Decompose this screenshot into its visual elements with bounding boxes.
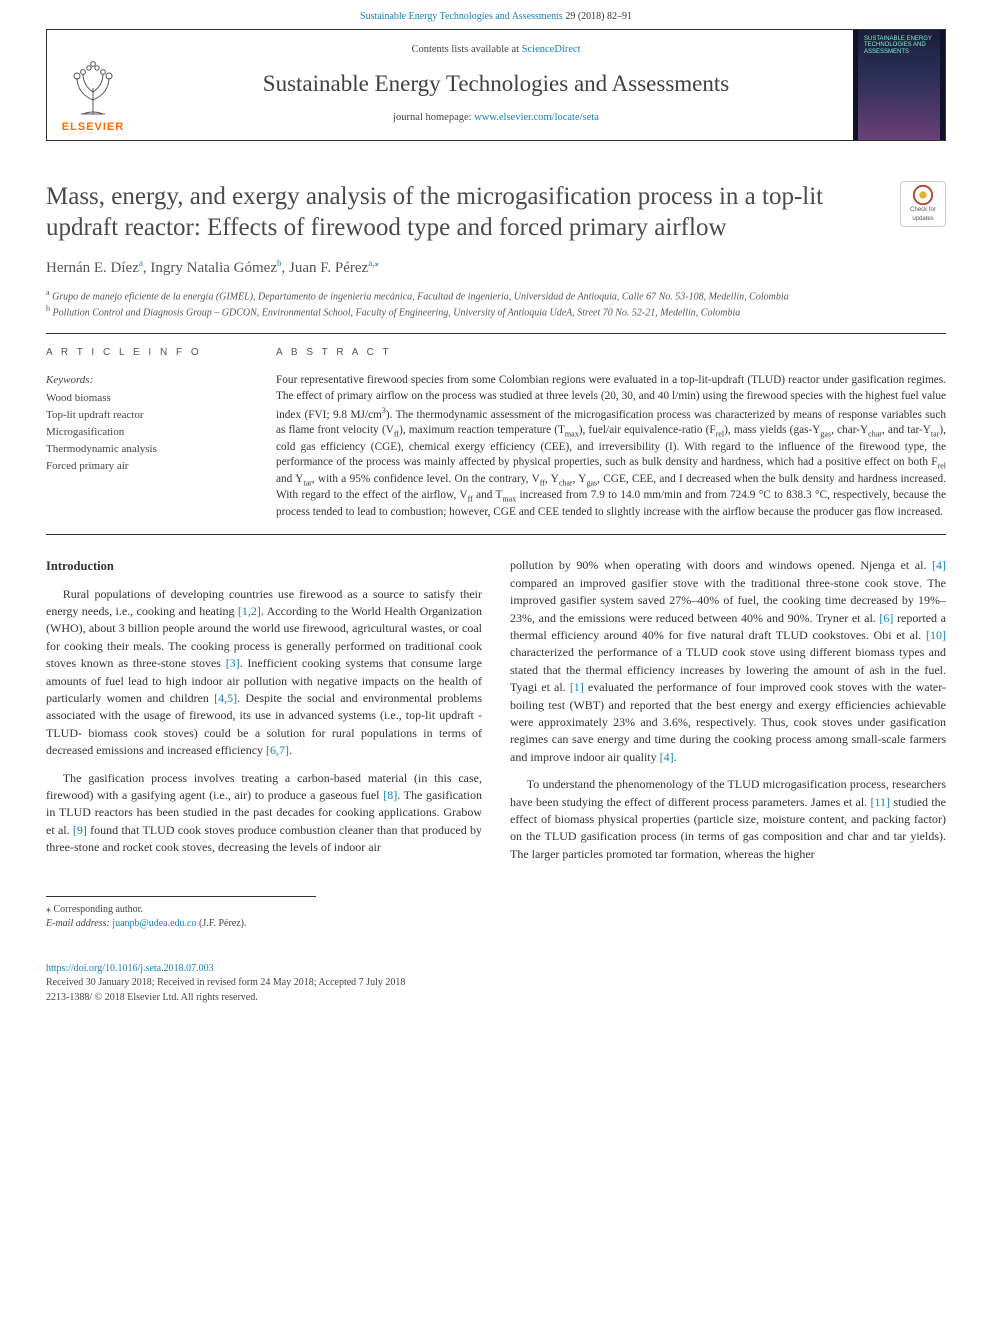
keyword-item: Microgasification (46, 425, 246, 441)
email-label: E-mail address: (46, 918, 112, 929)
citation[interactable]: [10] (926, 628, 946, 642)
keyword-item: Wood biomass (46, 391, 246, 407)
corresponding-email-link[interactable]: juanpb@udea.edu.co (112, 918, 196, 929)
introduction-head: Introduction (46, 557, 482, 575)
contents-prefix: Contents lists available at (411, 44, 521, 55)
body-para-1: Rural populations of developing countrie… (46, 586, 482, 760)
rule-bottom (46, 534, 946, 535)
contents-line: Contents lists available at ScienceDirec… (147, 42, 845, 57)
keywords-label: Keywords: (46, 373, 246, 389)
homepage-prefix: journal homepage: (393, 112, 474, 123)
email-attribution: (J.F. Pérez). (196, 918, 246, 929)
homepage-line: journal homepage: www.elsevier.com/locat… (147, 110, 845, 125)
crossmark-line2: updates (912, 215, 933, 224)
sciencedirect-link[interactable]: ScienceDirect (522, 44, 581, 55)
footer: https://doi.org/10.1016/j.seta.2018.07.0… (0, 962, 992, 1030)
running-head-journal[interactable]: Sustainable Energy Technologies and Asse… (360, 11, 563, 22)
abstract: A B S T R A C T Four representative fire… (276, 346, 946, 520)
masthead: ELSEVIER Contents lists available at Sci… (46, 29, 946, 141)
citation[interactable]: [11] (871, 795, 891, 809)
publisher-name: ELSEVIER (62, 120, 124, 136)
masthead-center: Contents lists available at ScienceDirec… (139, 30, 853, 140)
rule-top (46, 333, 946, 334)
citation[interactable]: [1] (570, 680, 584, 694)
journal-homepage-link[interactable]: www.elsevier.com/locate/seta (474, 112, 599, 123)
history-line: Received 30 January 2018; Received in re… (46, 976, 946, 991)
abstract-head: A B S T R A C T (276, 346, 946, 361)
affiliations: a Grupo de manejo eficiente de la energí… (46, 288, 946, 320)
keyword-item: Top-lit updraft reactor (46, 408, 246, 424)
crossmark-badge[interactable]: Check for updates (900, 181, 946, 227)
citation[interactable]: [9] (73, 823, 87, 837)
citation[interactable]: [4,5] (214, 691, 237, 705)
crossmark-icon (912, 184, 934, 206)
article-info-head: A R T I C L E I N F O (46, 346, 246, 361)
publisher-logo-block: ELSEVIER (47, 30, 139, 140)
citation[interactable]: [4] (932, 558, 946, 572)
citation[interactable]: [6] (879, 611, 893, 625)
body-para-2: The gasification process involves treati… (46, 770, 482, 857)
elsevier-tree-icon (61, 54, 125, 118)
doi-link[interactable]: https://doi.org/10.1016/j.seta.2018.07.0… (46, 963, 214, 974)
body-text: Introduction Rural populations of develo… (46, 557, 946, 869)
crossmark-line1: Check for (910, 206, 936, 215)
citation[interactable]: [1,2] (238, 604, 261, 618)
footnotes: ⁎ Corresponding author. E-mail address: … (46, 896, 316, 932)
journal-cover-thumb: SUSTAINABLE ENERGY TECHNOLOGIES AND ASSE… (853, 30, 945, 140)
corresponding-author: ⁎ Corresponding author. (46, 903, 316, 918)
article-info: A R T I C L E I N F O Keywords: Wood bio… (46, 346, 246, 520)
body-para-4: To understand the phenomenology of the T… (510, 776, 946, 863)
citation[interactable]: [4] (660, 750, 674, 764)
abstract-text: Four representative firewood species fro… (276, 373, 946, 521)
citation[interactable]: [8] (383, 788, 397, 802)
citation[interactable]: [3] (226, 656, 240, 670)
running-head: Sustainable Energy Technologies and Asse… (0, 0, 992, 29)
authors: Hernán E. Díeza, Ingry Natalia Gómezb, J… (46, 257, 946, 280)
journal-name: Sustainable Energy Technologies and Asse… (147, 67, 845, 100)
running-head-ref: 29 (2018) 82–91 (565, 11, 632, 22)
email-line: E-mail address: juanpb@udea.edu.co (J.F.… (46, 917, 316, 932)
article-title: Mass, energy, and exergy analysis of the… (46, 181, 886, 244)
keyword-item: Forced primary air (46, 459, 246, 475)
copyright-line: 2213-1388/ © 2018 Elsevier Ltd. All righ… (46, 991, 946, 1006)
body-para-3: pollution by 90% when operating with doo… (510, 557, 946, 766)
keyword-item: Thermodynamic analysis (46, 442, 246, 458)
cover-thumb-text: SUSTAINABLE ENERGY TECHNOLOGIES AND ASSE… (864, 36, 934, 56)
keywords-list: Wood biomassTop-lit updraft reactorMicro… (46, 391, 246, 475)
citation[interactable]: [6,7] (266, 743, 289, 757)
